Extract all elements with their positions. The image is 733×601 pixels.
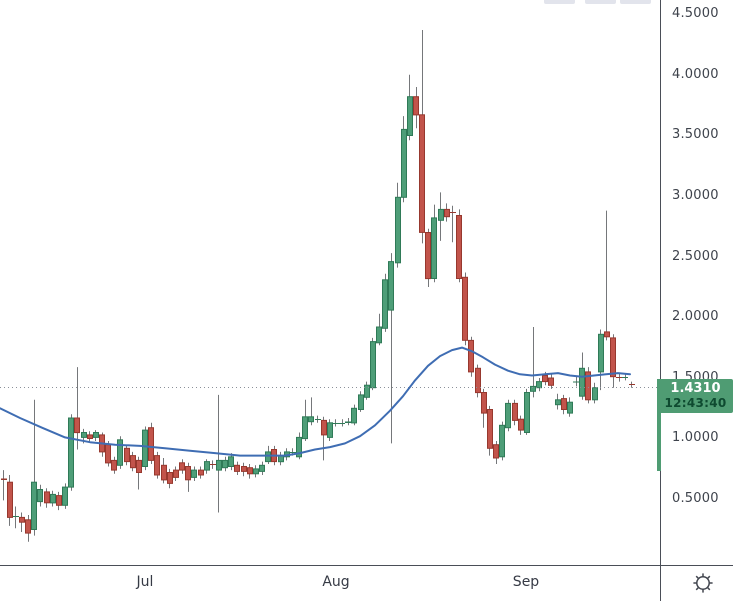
price-tick-label: 1.0000 [672, 430, 719, 446]
price-tick-label: 0.5000 [672, 491, 719, 506]
price-tick-label: 3.0000 [672, 187, 719, 203]
price-scale[interactable]: 4.5000 4.0000 3.5000 3.0000 2.5000 2.0000 1.50… [661, 0, 733, 565]
time-scale[interactable]: Jul Aug Sep [0, 566, 660, 601]
price-scale-border [660, 0, 661, 601]
bar-close-countdown: 12:43:40 [664, 396, 727, 410]
toolbar-button-partial-1[interactable] [544, 0, 575, 4]
time-tick-label: Jul [136, 574, 154, 590]
price-tick-label: 2.0000 [672, 309, 719, 325]
candlestick-chart[interactable] [0, 0, 660, 565]
price-tick-label: 3.5000 [672, 127, 719, 143]
price-tick-label: 2.5000 [672, 248, 719, 264]
chart-settings-gear-icon[interactable] [689, 569, 717, 597]
scale-range-strip [657, 379, 661, 471]
time-scale-border [0, 565, 733, 566]
price-tick-label: 4.5000 [672, 6, 719, 21]
toolbar-button-partial-3[interactable] [620, 0, 651, 4]
toolbar-button-partial-2[interactable] [585, 0, 616, 4]
last-price-value: 1.4310 [670, 381, 721, 396]
last-price-badge: 1.4310 12:43:40 [658, 379, 733, 413]
price-tick-label: 4.0000 [672, 66, 719, 82]
chart-canvas[interactable] [0, 0, 660, 565]
time-tick-label: Aug [322, 574, 350, 590]
scale-settings-corner [661, 566, 733, 601]
time-tick-label: Sep [512, 574, 540, 590]
